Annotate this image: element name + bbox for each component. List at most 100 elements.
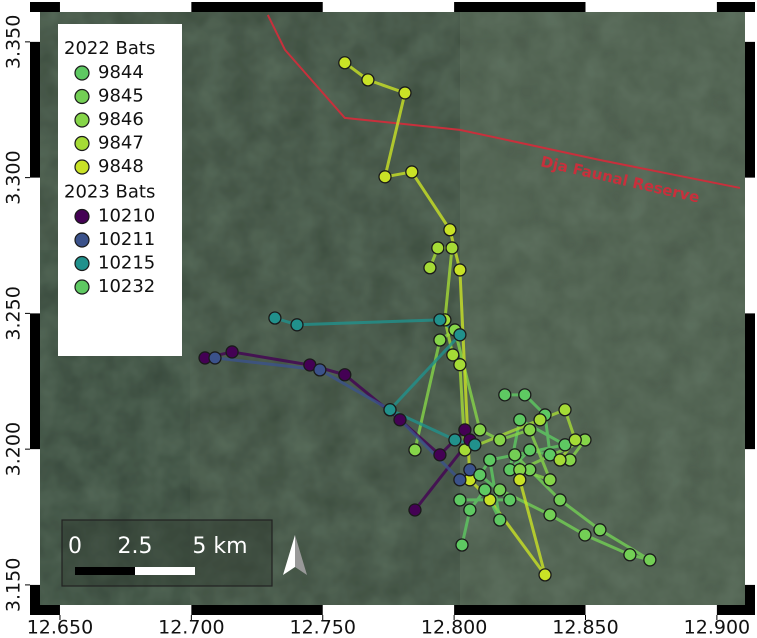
frame-segment — [323, 605, 454, 615]
fix-point — [409, 444, 421, 456]
fix-point — [449, 434, 461, 446]
fix-point — [644, 554, 656, 566]
fix-point — [432, 242, 444, 254]
frame-segment — [745, 178, 755, 314]
fix-point — [499, 389, 511, 401]
fix-point — [624, 549, 636, 561]
scale-label: 0 — [68, 534, 82, 559]
legend-title: 2023 Bats — [64, 182, 155, 203]
legend-swatch — [75, 66, 89, 80]
fix-point — [434, 334, 446, 346]
fix-point — [434, 449, 446, 461]
scale-label: 2.5 — [118, 534, 153, 559]
frame-segment — [30, 12, 40, 42]
fix-point — [494, 484, 506, 496]
fix-point — [524, 444, 536, 456]
fix-point — [509, 449, 521, 461]
fix-point — [534, 414, 546, 426]
fix-point — [524, 424, 536, 436]
y-tick-label: 3.250 — [3, 286, 25, 340]
fix-point — [579, 529, 591, 541]
frame-segment — [745, 449, 755, 585]
x-tick-label: 12.850 — [552, 617, 618, 638]
x-tick-label: 12.750 — [289, 617, 355, 638]
fix-point — [291, 319, 303, 331]
fix-point — [434, 314, 446, 326]
fix-point — [454, 264, 466, 276]
y-tick-label: 3.150 — [3, 558, 25, 612]
fix-point — [484, 454, 496, 466]
legend-swatch — [75, 137, 89, 151]
fix-point — [559, 404, 571, 416]
legend-label: 9845 — [98, 86, 144, 107]
fix-point — [409, 504, 421, 516]
legend-label: 10210 — [98, 206, 155, 227]
legend-label: 10215 — [98, 253, 155, 274]
scale-label: 5 km — [192, 534, 247, 559]
legend-swatch — [75, 90, 89, 104]
frame-segment — [60, 2, 191, 12]
legend-label: 10211 — [98, 229, 155, 250]
scale-segment — [135, 567, 195, 575]
fix-point — [339, 57, 351, 69]
fix-point — [474, 424, 486, 436]
x-tick-label: 12.650 — [27, 617, 93, 638]
fix-point — [269, 312, 281, 324]
fix-point — [519, 389, 531, 401]
frame-segment — [30, 178, 40, 314]
fix-point — [464, 504, 476, 516]
x-tick-label: 12.900 — [684, 617, 750, 638]
fix-point — [594, 524, 606, 536]
fix-point — [339, 369, 351, 381]
fix-point — [569, 434, 581, 446]
fix-point — [379, 171, 391, 183]
x-tick-label: 12.700 — [158, 617, 224, 638]
frame-segment — [586, 2, 717, 12]
fix-point — [454, 359, 466, 371]
fix-point — [314, 364, 326, 376]
legend-title: 2022 Bats — [64, 38, 155, 59]
frame-segment — [60, 605, 191, 615]
legend-label: 9847 — [98, 133, 144, 154]
legend-label: 9844 — [98, 62, 144, 83]
fix-point — [456, 539, 468, 551]
legend-swatch — [75, 210, 89, 224]
frame-segment — [745, 12, 755, 42]
fix-point — [406, 166, 418, 178]
fix-point — [454, 494, 466, 506]
fix-point — [544, 474, 556, 486]
legend-label: 9846 — [98, 109, 144, 130]
fix-point — [514, 474, 526, 486]
frame-segment — [323, 2, 454, 12]
legend-swatch — [75, 113, 89, 127]
fix-point — [209, 352, 221, 364]
fix-point — [504, 494, 516, 506]
fix-point — [399, 87, 411, 99]
fix-point — [362, 74, 374, 86]
y-tick-label: 3.300 — [3, 150, 25, 204]
y-tick-label: 3.200 — [3, 422, 25, 476]
map-figure: Dja Faunal Reserve 12.65012.70012.75012.… — [0, 0, 757, 638]
fix-point — [474, 469, 486, 481]
fix-point — [454, 474, 466, 486]
fix-point — [394, 414, 406, 426]
fix-point — [554, 454, 566, 466]
legend-swatch — [75, 257, 89, 271]
legend-swatch — [75, 280, 89, 294]
scale-segment — [75, 567, 135, 575]
fix-point — [446, 242, 458, 254]
legend-swatch — [75, 233, 89, 247]
y-tick-label: 3.350 — [2, 15, 24, 69]
fix-point — [424, 262, 436, 274]
fix-point — [384, 404, 396, 416]
x-tick-label: 12.800 — [421, 617, 487, 638]
fix-point — [539, 569, 551, 581]
fix-point — [469, 439, 481, 451]
frame-segment — [586, 605, 717, 615]
fix-point — [226, 346, 238, 358]
fix-point — [494, 514, 506, 526]
fix-point — [479, 484, 491, 496]
legend-label: 9848 — [98, 156, 144, 177]
